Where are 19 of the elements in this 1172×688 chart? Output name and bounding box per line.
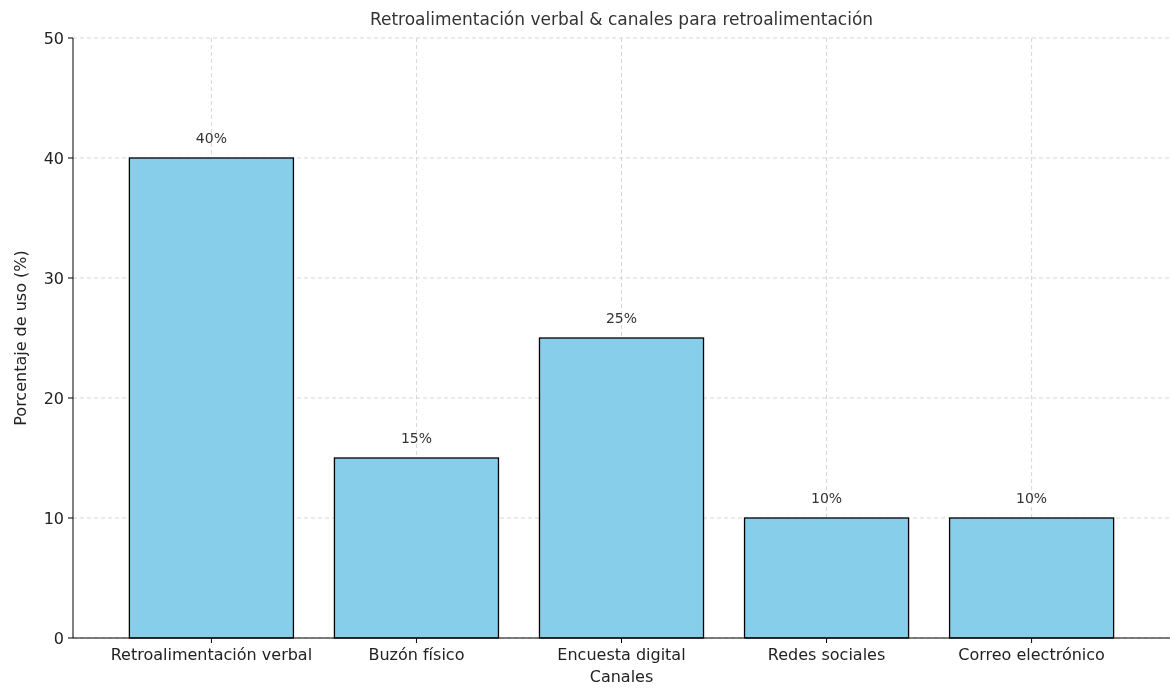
y-tick-label: 0	[53, 628, 64, 648]
y-axis-title: Porcentaje de uso (%)	[11, 250, 30, 426]
y-tick-label: 40	[43, 148, 64, 168]
data-label: 15%	[400, 430, 433, 446]
chart-title: Retroalimentación verbal & canales para retroalimentación	[369, 9, 874, 29]
y-tick-label: 10	[43, 508, 64, 528]
x-tick-label: Correo electrónico	[958, 645, 1105, 664]
y-tick-label: 30	[43, 268, 64, 288]
data-label: 40%	[195, 130, 227, 146]
x-axis-title: Canales	[589, 667, 654, 686]
x-tick-label: Redes sociales	[767, 645, 886, 664]
x-tick-label: Retroalimentación verbal	[110, 645, 313, 664]
x-tick-label: Buzón físico	[368, 645, 465, 664]
data-label: 10%	[1016, 490, 1048, 506]
data-label: 25%	[605, 310, 638, 326]
data-label: 10%	[810, 490, 843, 506]
y-tick-label: 50	[43, 28, 64, 48]
x-tick-label: Encuesta digital	[557, 645, 686, 664]
y-tick-label: 20	[43, 388, 64, 408]
